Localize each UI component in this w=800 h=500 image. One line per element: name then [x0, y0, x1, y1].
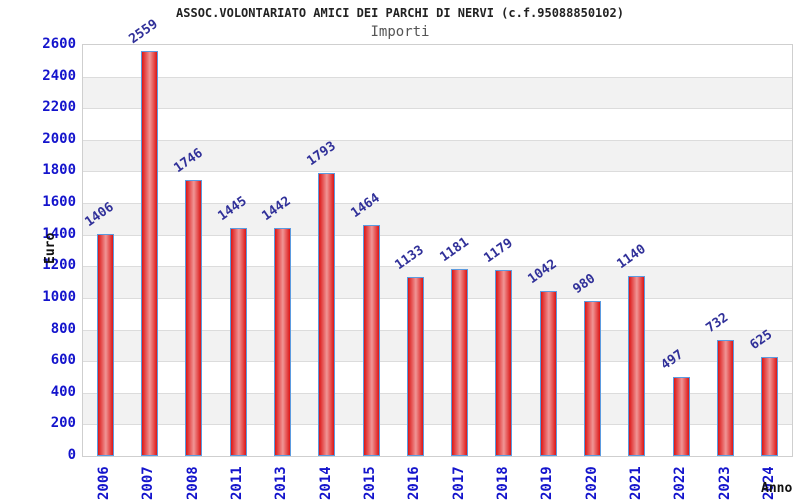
y-tick-label: 1800	[42, 162, 76, 179]
y-tick-label: 2000	[42, 130, 76, 147]
bar-2015[interactable]	[362, 224, 380, 456]
x-tick-label: 2007	[140, 466, 157, 500]
y-tick-label: 400	[50, 383, 76, 400]
grid-line	[83, 108, 792, 110]
x-tick-label: 2008	[184, 466, 201, 500]
grid-line	[83, 171, 792, 173]
bar-2013[interactable]	[273, 228, 291, 456]
x-tick-label: 2023	[716, 466, 733, 500]
x-tick-label: 2006	[96, 466, 113, 500]
bar-2006[interactable]	[96, 233, 114, 456]
bar-2011[interactable]	[229, 227, 247, 456]
bar-2016[interactable]	[406, 276, 424, 456]
x-tick-label: 2011	[229, 466, 246, 500]
x-tick-label: 2020	[583, 466, 600, 500]
chart-title: ASSOC.VOLONTARIATO AMICI DEI PARCHI DI N…	[176, 6, 624, 20]
y-axis-title: Euro	[43, 232, 58, 264]
y-tick-label: 1000	[42, 288, 76, 305]
y-tick-label: 2400	[42, 67, 76, 84]
x-tick-label: 2018	[494, 466, 511, 500]
plot-area: 1406 2559 1746 1445 1442 1793 1464 1133 1181 1179…	[82, 17, 793, 457]
bar-2022[interactable]	[672, 377, 690, 456]
grid-line	[83, 361, 792, 363]
x-tick-label: 2022	[672, 466, 689, 500]
bar-2019[interactable]	[539, 291, 557, 456]
grid-line	[83, 392, 792, 394]
y-tick-label: 1200	[42, 257, 76, 274]
x-tick-label: 2017	[450, 466, 467, 500]
x-tick-label: 2016	[406, 466, 423, 500]
x-tick-label: 2019	[539, 466, 556, 500]
grid-line	[83, 139, 792, 141]
chart-subtitle: Importi	[370, 24, 430, 40]
y-tick-label: 1400	[42, 225, 76, 242]
grid-line	[83, 424, 792, 426]
bar-2024[interactable]	[761, 357, 779, 456]
y-tick-label: 200	[50, 415, 76, 432]
grid-line	[83, 266, 792, 268]
y-tick-label: 2200	[42, 99, 76, 116]
bar-2007[interactable]	[140, 51, 158, 456]
grid-band	[83, 45, 792, 77]
grid-band	[83, 108, 792, 140]
x-axis-title: Anno	[761, 481, 793, 496]
grid-line	[83, 297, 792, 299]
bar-2017[interactable]	[451, 269, 469, 456]
grid-line	[83, 234, 792, 236]
bar-2008[interactable]	[185, 179, 203, 456]
y-tick-label: 1600	[42, 194, 76, 211]
x-tick-label: 2021	[627, 466, 644, 500]
x-tick-label: 2014	[317, 466, 334, 500]
bar-2021[interactable]	[628, 275, 646, 456]
grid-line	[83, 329, 792, 331]
grid-band	[83, 76, 792, 109]
y-tick-label: 600	[50, 352, 76, 369]
x-tick-label: 2015	[362, 466, 379, 500]
y-tick-label: 2600	[42, 36, 76, 52]
bar-2018[interactable]	[495, 269, 513, 456]
grid-line	[83, 203, 792, 205]
grid-band	[83, 139, 792, 172]
bar-2023[interactable]	[717, 340, 735, 456]
x-tick-label: 2013	[273, 466, 290, 500]
grid-line	[83, 76, 792, 78]
y-tick-label: 0	[67, 447, 76, 463]
bar-2020[interactable]	[584, 301, 602, 456]
bar-2014[interactable]	[318, 172, 336, 456]
y-tick-label: 800	[50, 320, 76, 337]
